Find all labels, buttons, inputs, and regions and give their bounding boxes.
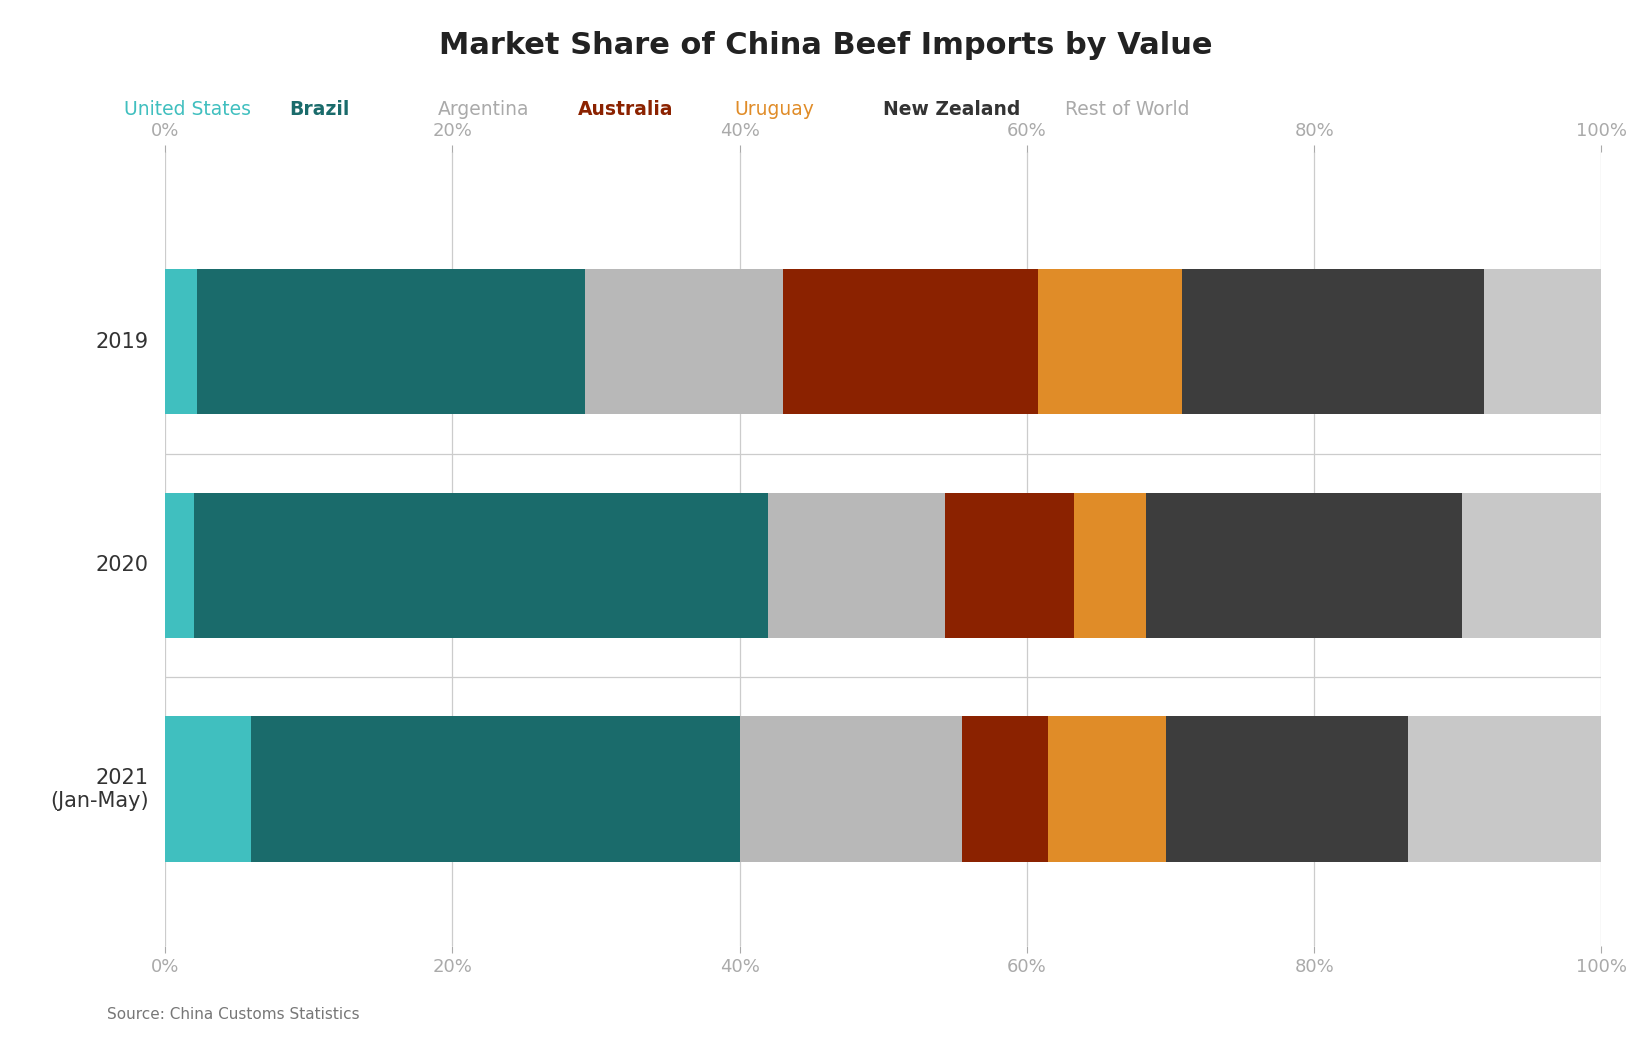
Bar xyxy=(1408,717,1601,862)
Bar xyxy=(1166,717,1408,862)
Bar xyxy=(963,717,1048,862)
Bar xyxy=(944,492,1075,638)
Bar xyxy=(165,269,196,415)
Bar xyxy=(740,717,963,862)
Text: Market Share of China Beef Imports by Value: Market Share of China Beef Imports by Va… xyxy=(439,31,1212,61)
Bar xyxy=(1075,492,1146,638)
Bar xyxy=(1484,269,1601,415)
Bar xyxy=(768,492,944,638)
Bar xyxy=(1038,269,1182,415)
Bar xyxy=(196,269,584,415)
Text: Argentina: Argentina xyxy=(438,100,528,119)
Bar xyxy=(1048,717,1166,862)
Text: Brazil: Brazil xyxy=(289,100,350,119)
Text: Source: China Customs Statistics: Source: China Customs Statistics xyxy=(107,1007,360,1022)
Text: Uruguay: Uruguay xyxy=(735,100,814,119)
Bar xyxy=(1182,269,1484,415)
Text: United States: United States xyxy=(124,100,251,119)
Bar xyxy=(1463,492,1601,638)
Bar xyxy=(783,269,1038,415)
Bar xyxy=(584,269,783,415)
Bar xyxy=(165,492,193,638)
Text: Australia: Australia xyxy=(578,100,674,119)
Bar xyxy=(193,492,768,638)
Text: New Zealand: New Zealand xyxy=(883,100,1020,119)
Text: Rest of World: Rest of World xyxy=(1065,100,1189,119)
Bar xyxy=(165,717,251,862)
Bar xyxy=(1146,492,1463,638)
Bar xyxy=(251,717,740,862)
